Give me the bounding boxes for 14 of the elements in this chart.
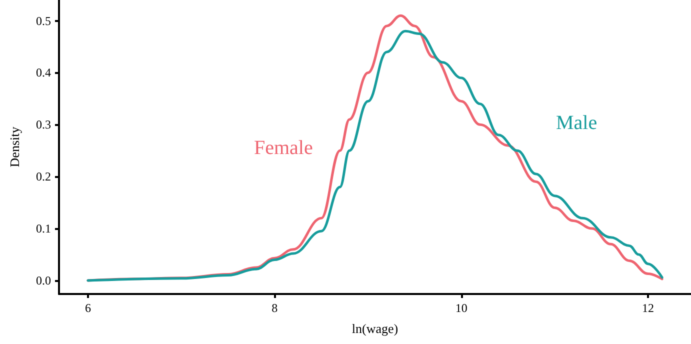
- x-axis-title: ln(wage): [352, 321, 398, 336]
- y-tick-label: 0.0: [36, 273, 51, 288]
- y-tick-label: 0.1: [36, 222, 51, 236]
- x-tick-label: 12: [642, 301, 654, 315]
- series-label: Female: [254, 137, 313, 159]
- x-tick-label: 10: [455, 301, 468, 315]
- series-label: Male: [556, 112, 598, 134]
- x-tick-label: 6: [84, 301, 91, 315]
- y-tick-label: 0.5: [36, 14, 51, 28]
- y-tick-label: 0.4: [36, 66, 51, 80]
- x-tick-label: 8: [272, 301, 278, 315]
- y-axis-title: Density: [7, 126, 22, 168]
- y-tick-label: 0.3: [36, 118, 51, 132]
- y-tick-label: 0.2: [36, 170, 51, 184]
